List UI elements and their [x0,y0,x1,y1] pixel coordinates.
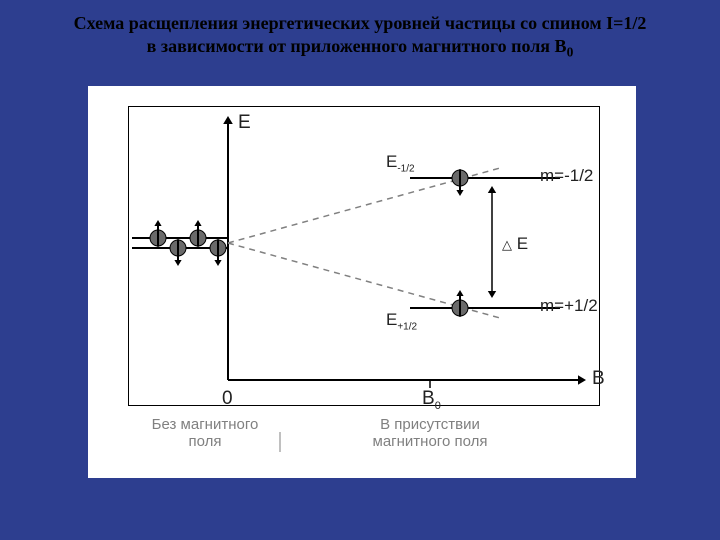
slide: Схема расщепления энергетических уровней… [0,0,720,540]
axis-label-b: B [592,368,605,390]
axis-label-e: E [238,112,251,134]
label-m-lower: m=+1/2 [540,296,598,316]
diagram-svg [0,0,720,540]
label-e-lower: E+1/2 [386,310,417,332]
label-e-upper: E-1/2 [386,152,415,174]
caption-no-field: Без магнитногополя [130,416,280,450]
axis-label-0: 0 [222,388,233,410]
label-delta-e: △ E [502,234,528,254]
caption-with-field: В присутствиимагнитного поля [330,416,530,450]
label-m-upper: m=-1/2 [540,166,593,186]
axis-label-b0: B0 [422,388,441,412]
